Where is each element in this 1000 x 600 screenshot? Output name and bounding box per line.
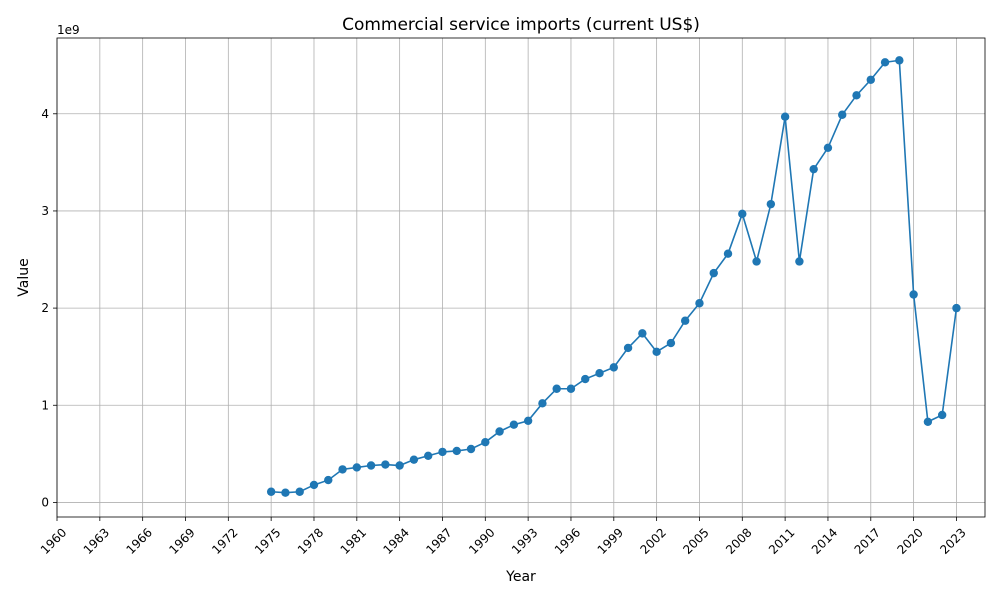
grid xyxy=(56,38,985,517)
data-point xyxy=(538,399,547,408)
data-point xyxy=(495,427,504,436)
data-point xyxy=(281,488,290,497)
data-point xyxy=(609,363,618,372)
x-tick-label: 1966 xyxy=(124,525,155,556)
data-point xyxy=(652,347,661,357)
data-point xyxy=(909,290,918,299)
data-point xyxy=(852,91,861,100)
data-point xyxy=(766,199,776,209)
data-point xyxy=(809,164,818,174)
x-tick-label: 1999 xyxy=(595,525,626,556)
data-point xyxy=(866,75,875,84)
data-point xyxy=(381,460,390,469)
data-point xyxy=(680,316,690,325)
plot-area-frame xyxy=(56,37,986,518)
x-tick-label: 1969 xyxy=(166,525,197,556)
data-point xyxy=(623,343,633,353)
data-point xyxy=(723,249,733,258)
data-point xyxy=(409,455,419,464)
data-point xyxy=(895,56,904,65)
x-tick-label: 2008 xyxy=(723,525,754,556)
data-point xyxy=(566,384,576,393)
data-point xyxy=(266,487,276,496)
data-point xyxy=(452,446,461,456)
data-point xyxy=(552,384,561,393)
series xyxy=(266,56,961,497)
x-tick-label: 1996 xyxy=(552,525,583,556)
x-tick-label: 1990 xyxy=(466,525,497,556)
y-tick-label: 3 xyxy=(41,204,49,218)
y-axis-ticks: 0 1 2 3 4 xyxy=(41,107,57,509)
data-point xyxy=(324,475,333,485)
data-point xyxy=(838,110,847,119)
x-axis-ticks: 1960 1963 1966 1969 1972 1975 1978 1981 1984 1987… xyxy=(38,517,969,557)
data-point xyxy=(366,461,376,470)
y-axis-title: Value xyxy=(16,258,32,296)
y-tick-label: 2 xyxy=(41,301,49,315)
y-tick-label: 1 xyxy=(41,398,49,412)
chart-title: Commercial service imports (current US$) xyxy=(342,15,700,35)
x-tick-label: 2017 xyxy=(852,525,883,556)
data-point xyxy=(666,338,676,348)
x-tick-label: 2005 xyxy=(680,525,711,556)
x-tick-label: 2023 xyxy=(937,525,968,556)
x-tick-label: 1993 xyxy=(509,525,540,556)
y-tick-label: 4 xyxy=(41,107,49,121)
data-point xyxy=(638,329,647,338)
data-point xyxy=(738,209,747,219)
x-tick-label: 2002 xyxy=(637,525,668,556)
data-point xyxy=(823,143,833,152)
y-axis-scale-label: 1e9 xyxy=(57,23,80,37)
x-tick-label: 1984 xyxy=(380,525,411,556)
data-point xyxy=(438,447,447,457)
x-tick-label: 1981 xyxy=(338,525,369,556)
data-point xyxy=(752,257,761,266)
x-tick-label: 1987 xyxy=(423,525,454,556)
data-point xyxy=(937,410,947,420)
data-point xyxy=(880,58,890,67)
data-point xyxy=(952,303,961,313)
data-point xyxy=(780,112,790,121)
x-axis-title: Year xyxy=(505,569,536,585)
data-point xyxy=(509,420,519,429)
x-tick-label: 1975 xyxy=(252,525,283,556)
data-point xyxy=(709,268,718,278)
y-tick-label: 0 xyxy=(41,495,49,509)
x-tick-label: 2011 xyxy=(766,525,797,556)
data-point xyxy=(338,465,347,474)
x-tick-label: 1978 xyxy=(295,525,326,556)
data-point xyxy=(466,444,476,454)
data-point xyxy=(695,299,704,308)
data-point xyxy=(581,374,590,384)
x-tick-label: 1972 xyxy=(209,525,240,556)
x-tick-label: 2020 xyxy=(894,525,925,556)
data-point xyxy=(424,451,433,460)
data-point xyxy=(481,437,490,447)
data-point xyxy=(395,461,404,470)
data-point xyxy=(309,480,319,490)
data-point xyxy=(352,463,362,472)
data-point xyxy=(595,369,604,378)
x-tick-label: 1960 xyxy=(38,525,69,556)
data-point xyxy=(523,416,533,426)
data-point xyxy=(923,417,933,426)
data-point xyxy=(295,487,304,496)
x-tick-label: 2014 xyxy=(809,525,840,556)
x-tick-label: 1963 xyxy=(81,525,112,556)
data-point xyxy=(795,257,804,266)
